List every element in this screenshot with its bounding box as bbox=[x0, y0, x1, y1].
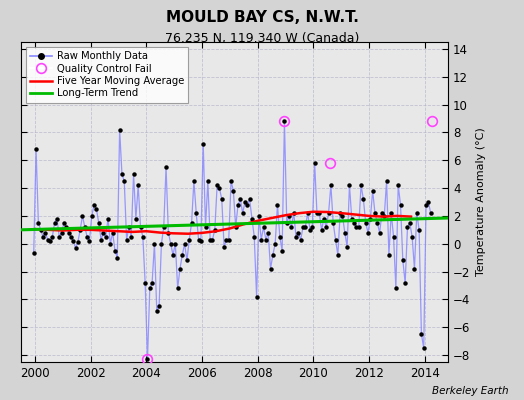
Legend: Raw Monthly Data, Quality Control Fail, Five Year Moving Average, Long-Term Tren: Raw Monthly Data, Quality Control Fail, … bbox=[26, 47, 188, 102]
Text: 76.235 N, 119.340 W (Canada): 76.235 N, 119.340 W (Canada) bbox=[165, 32, 359, 45]
Text: MOULD BAY CS, N.W.T.: MOULD BAY CS, N.W.T. bbox=[166, 10, 358, 25]
Y-axis label: Temperature Anomaly (°C): Temperature Anomaly (°C) bbox=[476, 128, 486, 276]
Text: Berkeley Earth: Berkeley Earth bbox=[432, 386, 508, 396]
